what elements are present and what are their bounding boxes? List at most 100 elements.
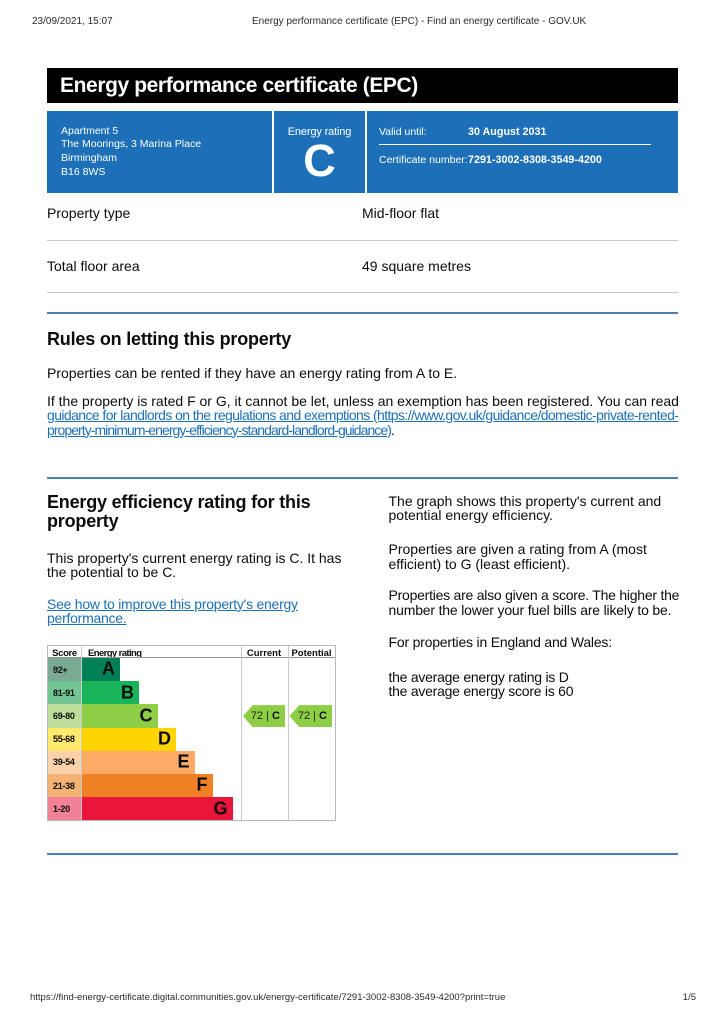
- band-score-cell-e: 39-54: [48, 750, 81, 774]
- band-bar-b: B: [82, 681, 139, 705]
- band-letter: E: [177, 751, 190, 772]
- rules-heading: Rules on letting this property: [47, 328, 292, 349]
- average-score-line: the average energy score is 60: [388, 683, 574, 700]
- rules-paragraph-2: If the property is rated F or G, it cann…: [47, 392, 679, 438]
- address-line-4: B16 8WS: [61, 165, 106, 178]
- band-bar-a: A: [82, 658, 120, 682]
- paragraph-line: Properties are also given a score. The h…: [388, 587, 680, 604]
- chart-column-line-potential: [287, 646, 289, 820]
- print-page-title: Energy performance certificate (EPC) - F…: [252, 15, 587, 27]
- averages-paragraph: the average energy rating is D the avera…: [389, 670, 574, 699]
- band-bar-e: E: [82, 750, 195, 774]
- band-row-f: 21-38 F: [48, 774, 335, 798]
- chart-current-header: Current: [246, 647, 282, 659]
- address-line-2: The Moorings, 3 Marina Place: [61, 138, 202, 151]
- rules-paragraph-2-line-1: If the property is rated F or G, it cann…: [47, 392, 679, 409]
- paragraph-line: number the lower your fuel bills are lik…: [388, 601, 672, 618]
- property-type-value: Mid-floor flat: [362, 204, 440, 221]
- valid-until-value: 30 August 2031: [468, 126, 547, 138]
- band-bar-f: F: [82, 774, 213, 798]
- current-score: 72 |: [250, 710, 270, 723]
- improve-performance-link[interactable]: performance.: [47, 610, 127, 627]
- current-band: C: [272, 710, 280, 723]
- address-line-1: Apartment 5: [61, 124, 119, 137]
- band-score-range: 92+: [53, 664, 68, 675]
- potential-band: C: [319, 710, 327, 723]
- graph-description-paragraph: The graph shows this property's current …: [388, 493, 662, 523]
- band-score-cell-f: 21-38: [48, 774, 81, 798]
- rating-scale-paragraph: Properties are given a rating from A (mo…: [389, 542, 647, 571]
- certificate-summary-box: Apartment 5 The Moorings, 3 Marina Place B…: [47, 111, 678, 193]
- paragraph-line: efficient) to G (least efficient).: [388, 555, 571, 572]
- total-floor-area-value: 49 square metres: [362, 257, 471, 274]
- band-row-g: 1-20 G: [48, 797, 335, 821]
- average-rating-line: the average energy rating is D: [388, 668, 569, 685]
- improve-performance-link[interactable]: See how to improve this property's energ…: [47, 595, 298, 612]
- band-score-range: 39-54: [53, 757, 75, 768]
- band-score-cell-b: 81-91: [48, 681, 81, 705]
- band-score-range: 81-91: [53, 687, 75, 698]
- paragraph-line: Properties are given a rating from A (mo…: [388, 541, 647, 557]
- current-rating-arrow: 72 | C: [243, 705, 285, 728]
- certificate-number-row: Certificate number:7291-3002-8308-3549-4…: [379, 154, 602, 166]
- paragraph-line: potential energy efficiency.: [388, 507, 553, 523]
- current-rating-paragraph: This property's current energy rating is…: [47, 550, 341, 580]
- band-letter: G: [213, 798, 228, 819]
- band-score-range: 21-38: [53, 780, 75, 791]
- chart-column-line-current: [240, 646, 242, 820]
- certificate-number-label: Certificate number:: [379, 154, 468, 166]
- england-wales-paragraph: For properties in England and Wales:: [388, 633, 613, 650]
- chart-potential-header: Potential: [291, 647, 332, 659]
- energy-rating-cell: Energy rating C: [274, 111, 365, 193]
- band-bar-g: G: [82, 797, 233, 821]
- certificate-banner: Energy performance certificate (EPC): [47, 68, 678, 103]
- property-type-label: Property type: [47, 204, 131, 221]
- rules-paragraph-1: Properties can be rented if they have an…: [47, 364, 458, 381]
- energy-efficiency-heading: Energy efficiency rating for this proper…: [47, 491, 311, 531]
- band-row-c: 69-80 C: [48, 704, 335, 728]
- summary-divider-1: [272, 111, 274, 193]
- validity-divider: [379, 144, 651, 145]
- band-row-e: 39-54 E: [48, 750, 335, 774]
- band-letter: D: [158, 728, 171, 749]
- energy-rating-label: Energy rating: [287, 125, 352, 138]
- band-letter: C: [139, 705, 153, 726]
- band-row-d: 55-68 D: [48, 727, 335, 751]
- band-score-cell-a: 92+: [48, 658, 81, 682]
- band-score-cell-g: 1-20: [48, 797, 81, 821]
- band-score-range: 55-68: [53, 734, 75, 745]
- energy-rating-value: C: [303, 134, 336, 186]
- section-rule-1: [47, 312, 678, 314]
- rules-paragraph-2-suffix: .: [390, 421, 395, 438]
- valid-until-row: Valid until: 30 August 2031: [379, 126, 546, 138]
- section-rule-2: [47, 477, 678, 479]
- valid-until-label: Valid until:: [379, 126, 427, 138]
- chart-header-underline: [48, 657, 335, 658]
- chart-rating-header: Energy rating: [88, 647, 142, 659]
- address-line-3: Birmingham: [61, 151, 118, 164]
- band-letter: F: [196, 774, 208, 795]
- paragraph-line: For properties in England and Wales:: [388, 633, 613, 650]
- summary-divider-2: [365, 111, 367, 193]
- validity-cell: Valid until: 30 August 2031 Certificate n…: [367, 111, 678, 193]
- certificate-banner-title: Energy performance certificate (EPC): [60, 73, 418, 97]
- total-floor-area-label: Total floor area: [47, 257, 140, 274]
- landlord-guidance-link[interactable]: property-minimum-energy-efficiency-stand…: [47, 421, 392, 438]
- band-letter: B: [121, 682, 134, 703]
- section-rule-3: [47, 853, 678, 855]
- improve-performance-paragraph: See how to improve this property's energ…: [47, 597, 298, 626]
- score-explainer-paragraph: Properties are also given a score. The h…: [389, 588, 680, 617]
- band-score-range: 69-80: [53, 710, 75, 721]
- band-letter: A: [102, 658, 115, 679]
- chart-score-header: Score: [52, 647, 77, 659]
- property-address: Apartment 5 The Moorings, 3 Marina Place B…: [61, 125, 201, 180]
- potential-score: 72 |: [297, 710, 317, 723]
- band-score-cell-c: 69-80: [48, 704, 81, 728]
- band-row-a: 92+ A: [48, 658, 335, 682]
- band-score-range: 1-20: [53, 803, 70, 814]
- band-score-cell-d: 55-68: [48, 727, 81, 751]
- landlord-guidance-link[interactable]: guidance for landlords on the regulation…: [47, 407, 679, 423]
- row-divider-2: [47, 292, 678, 293]
- print-page-indicator: 1/5: [682, 992, 696, 1003]
